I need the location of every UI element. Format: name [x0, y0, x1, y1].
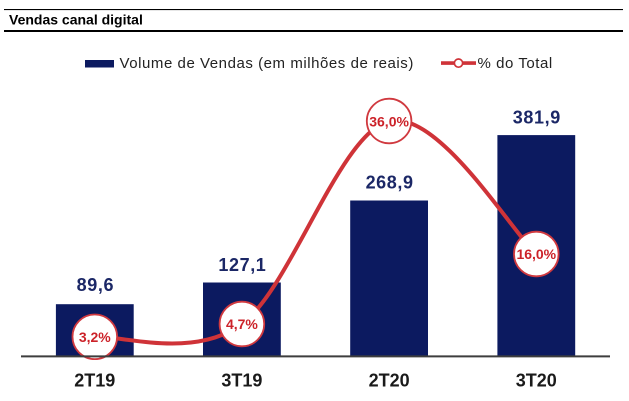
svg-text:16,0%: 16,0% [516, 246, 556, 262]
svg-text:4,7%: 4,7% [226, 316, 258, 332]
svg-text:381,9: 381,9 [513, 108, 561, 128]
svg-text:% do Total: % do Total [478, 55, 553, 72]
svg-text:89,6: 89,6 [77, 275, 114, 295]
svg-text:268,9: 268,9 [366, 173, 414, 193]
svg-text:3T19: 3T19 [221, 370, 262, 390]
svg-text:3T20: 3T20 [516, 370, 557, 390]
svg-text:Volume de Vendas (em milhões d: Volume de Vendas (em milhões de reais) [120, 55, 414, 72]
svg-text:Vendas canal digital: Vendas canal digital [9, 11, 143, 27]
svg-text:36,0%: 36,0% [369, 114, 409, 130]
svg-text:127,1: 127,1 [218, 255, 266, 275]
svg-text:2T19: 2T19 [74, 370, 115, 390]
svg-text:3,2%: 3,2% [79, 329, 111, 345]
svg-text:2T20: 2T20 [369, 370, 410, 390]
